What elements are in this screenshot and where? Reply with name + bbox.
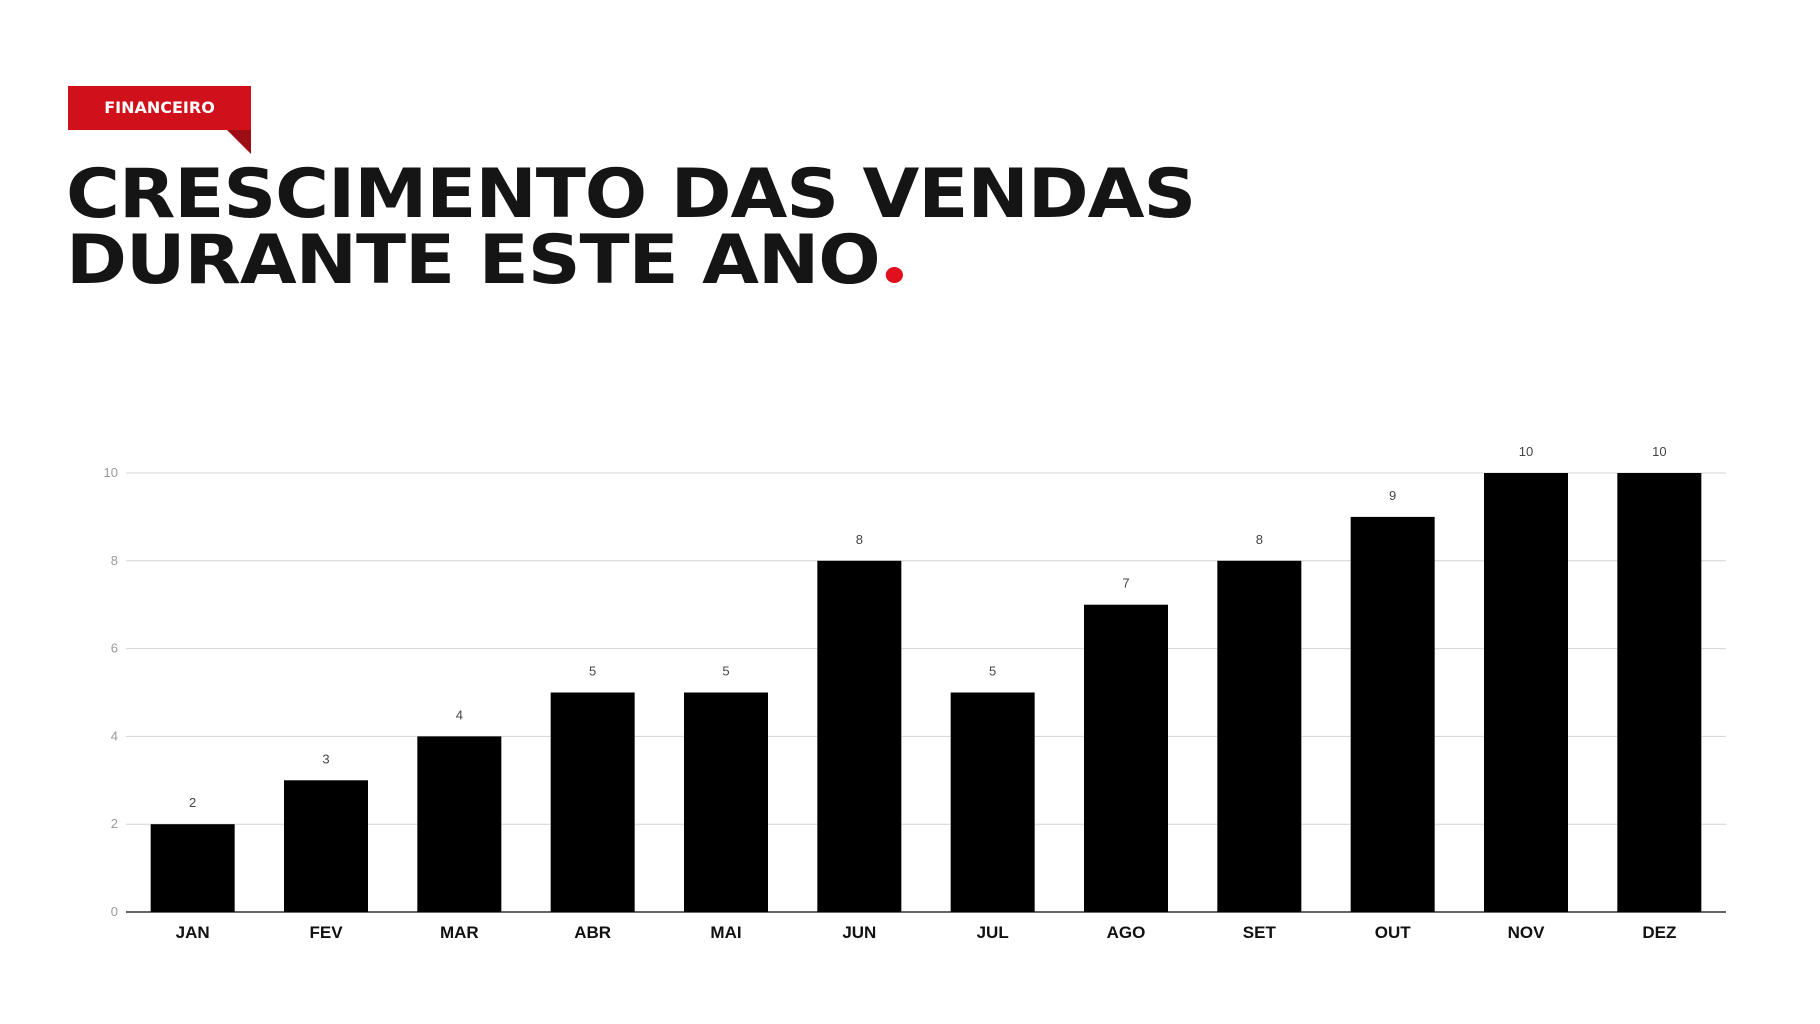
bar-jun — [817, 560, 902, 912]
bar-mar — [417, 736, 502, 912]
title-line-2: DURANTE ESTE ANO — [66, 221, 881, 300]
data-label: 2 — [189, 795, 196, 810]
page-title: CRESCIMENTO DAS VENDAS DURANTE ESTE ANO — [66, 155, 1196, 295]
bar-ago — [1084, 604, 1168, 912]
data-label: 10 — [1652, 444, 1666, 459]
data-label: 10 — [1519, 444, 1533, 459]
bar-out — [1350, 516, 1435, 912]
gridlines — [126, 472, 1726, 913]
x-tick-label: JUN — [842, 923, 876, 942]
title-line-1: CRESCIMENTO DAS VENDAS — [66, 155, 1196, 234]
bars — [150, 473, 1702, 912]
bar-dez — [1617, 473, 1702, 912]
y-tick-label: 8 — [111, 553, 118, 568]
y-tick-label: 10 — [104, 465, 118, 480]
data-label: 9 — [1389, 488, 1396, 503]
x-tick-label: FEV — [309, 923, 343, 942]
category-tag: FINANCEIRO — [68, 86, 251, 130]
y-tick-label: 0 — [111, 904, 118, 919]
bar-mai — [684, 692, 768, 912]
y-tick-label: 4 — [111, 728, 118, 743]
y-axis-ticks: 0 2 4 6 8 10 — [104, 465, 118, 919]
x-tick-label: JUL — [977, 923, 1009, 942]
y-tick-label: 6 — [111, 641, 118, 656]
x-tick-label: AGO — [1107, 923, 1146, 942]
data-label: 8 — [1256, 532, 1263, 547]
x-tick-label: NOV — [1508, 923, 1546, 942]
data-labels: 2 3 4 5 5 8 5 7 8 9 10 10 — [189, 444, 1667, 810]
x-tick-label: MAR — [440, 923, 479, 942]
bar-set — [1217, 560, 1302, 912]
x-tick-label: JAN — [176, 923, 210, 942]
bar-abr — [550, 692, 635, 912]
data-label: 8 — [856, 532, 863, 547]
bar-nov — [1484, 473, 1568, 912]
accent-dot — [886, 267, 904, 283]
y-tick-label: 2 — [111, 816, 118, 831]
x-tick-label: OUT — [1375, 923, 1412, 942]
bar-fev — [284, 780, 368, 912]
x-tick-label: ABR — [574, 923, 611, 942]
title-line-2-wrap: DURANTE ESTE ANO — [66, 227, 1195, 295]
category-tag-fold — [227, 130, 251, 154]
x-axis-ticks: JAN FEV MAR ABR MAI JUN JUL AGO SET OUT NOV DEZ — [176, 923, 1677, 942]
data-label: 5 — [722, 664, 729, 679]
bar-jul — [950, 692, 1035, 912]
bar-jan — [150, 824, 235, 912]
x-tick-label: MAI — [710, 923, 741, 942]
data-label: 5 — [989, 664, 996, 679]
data-label: 5 — [589, 664, 596, 679]
x-tick-label: DEZ — [1642, 923, 1676, 942]
data-label: 7 — [1122, 576, 1129, 591]
data-label: 4 — [456, 707, 463, 722]
x-tick-label: SET — [1243, 923, 1277, 942]
data-label: 3 — [322, 751, 329, 766]
